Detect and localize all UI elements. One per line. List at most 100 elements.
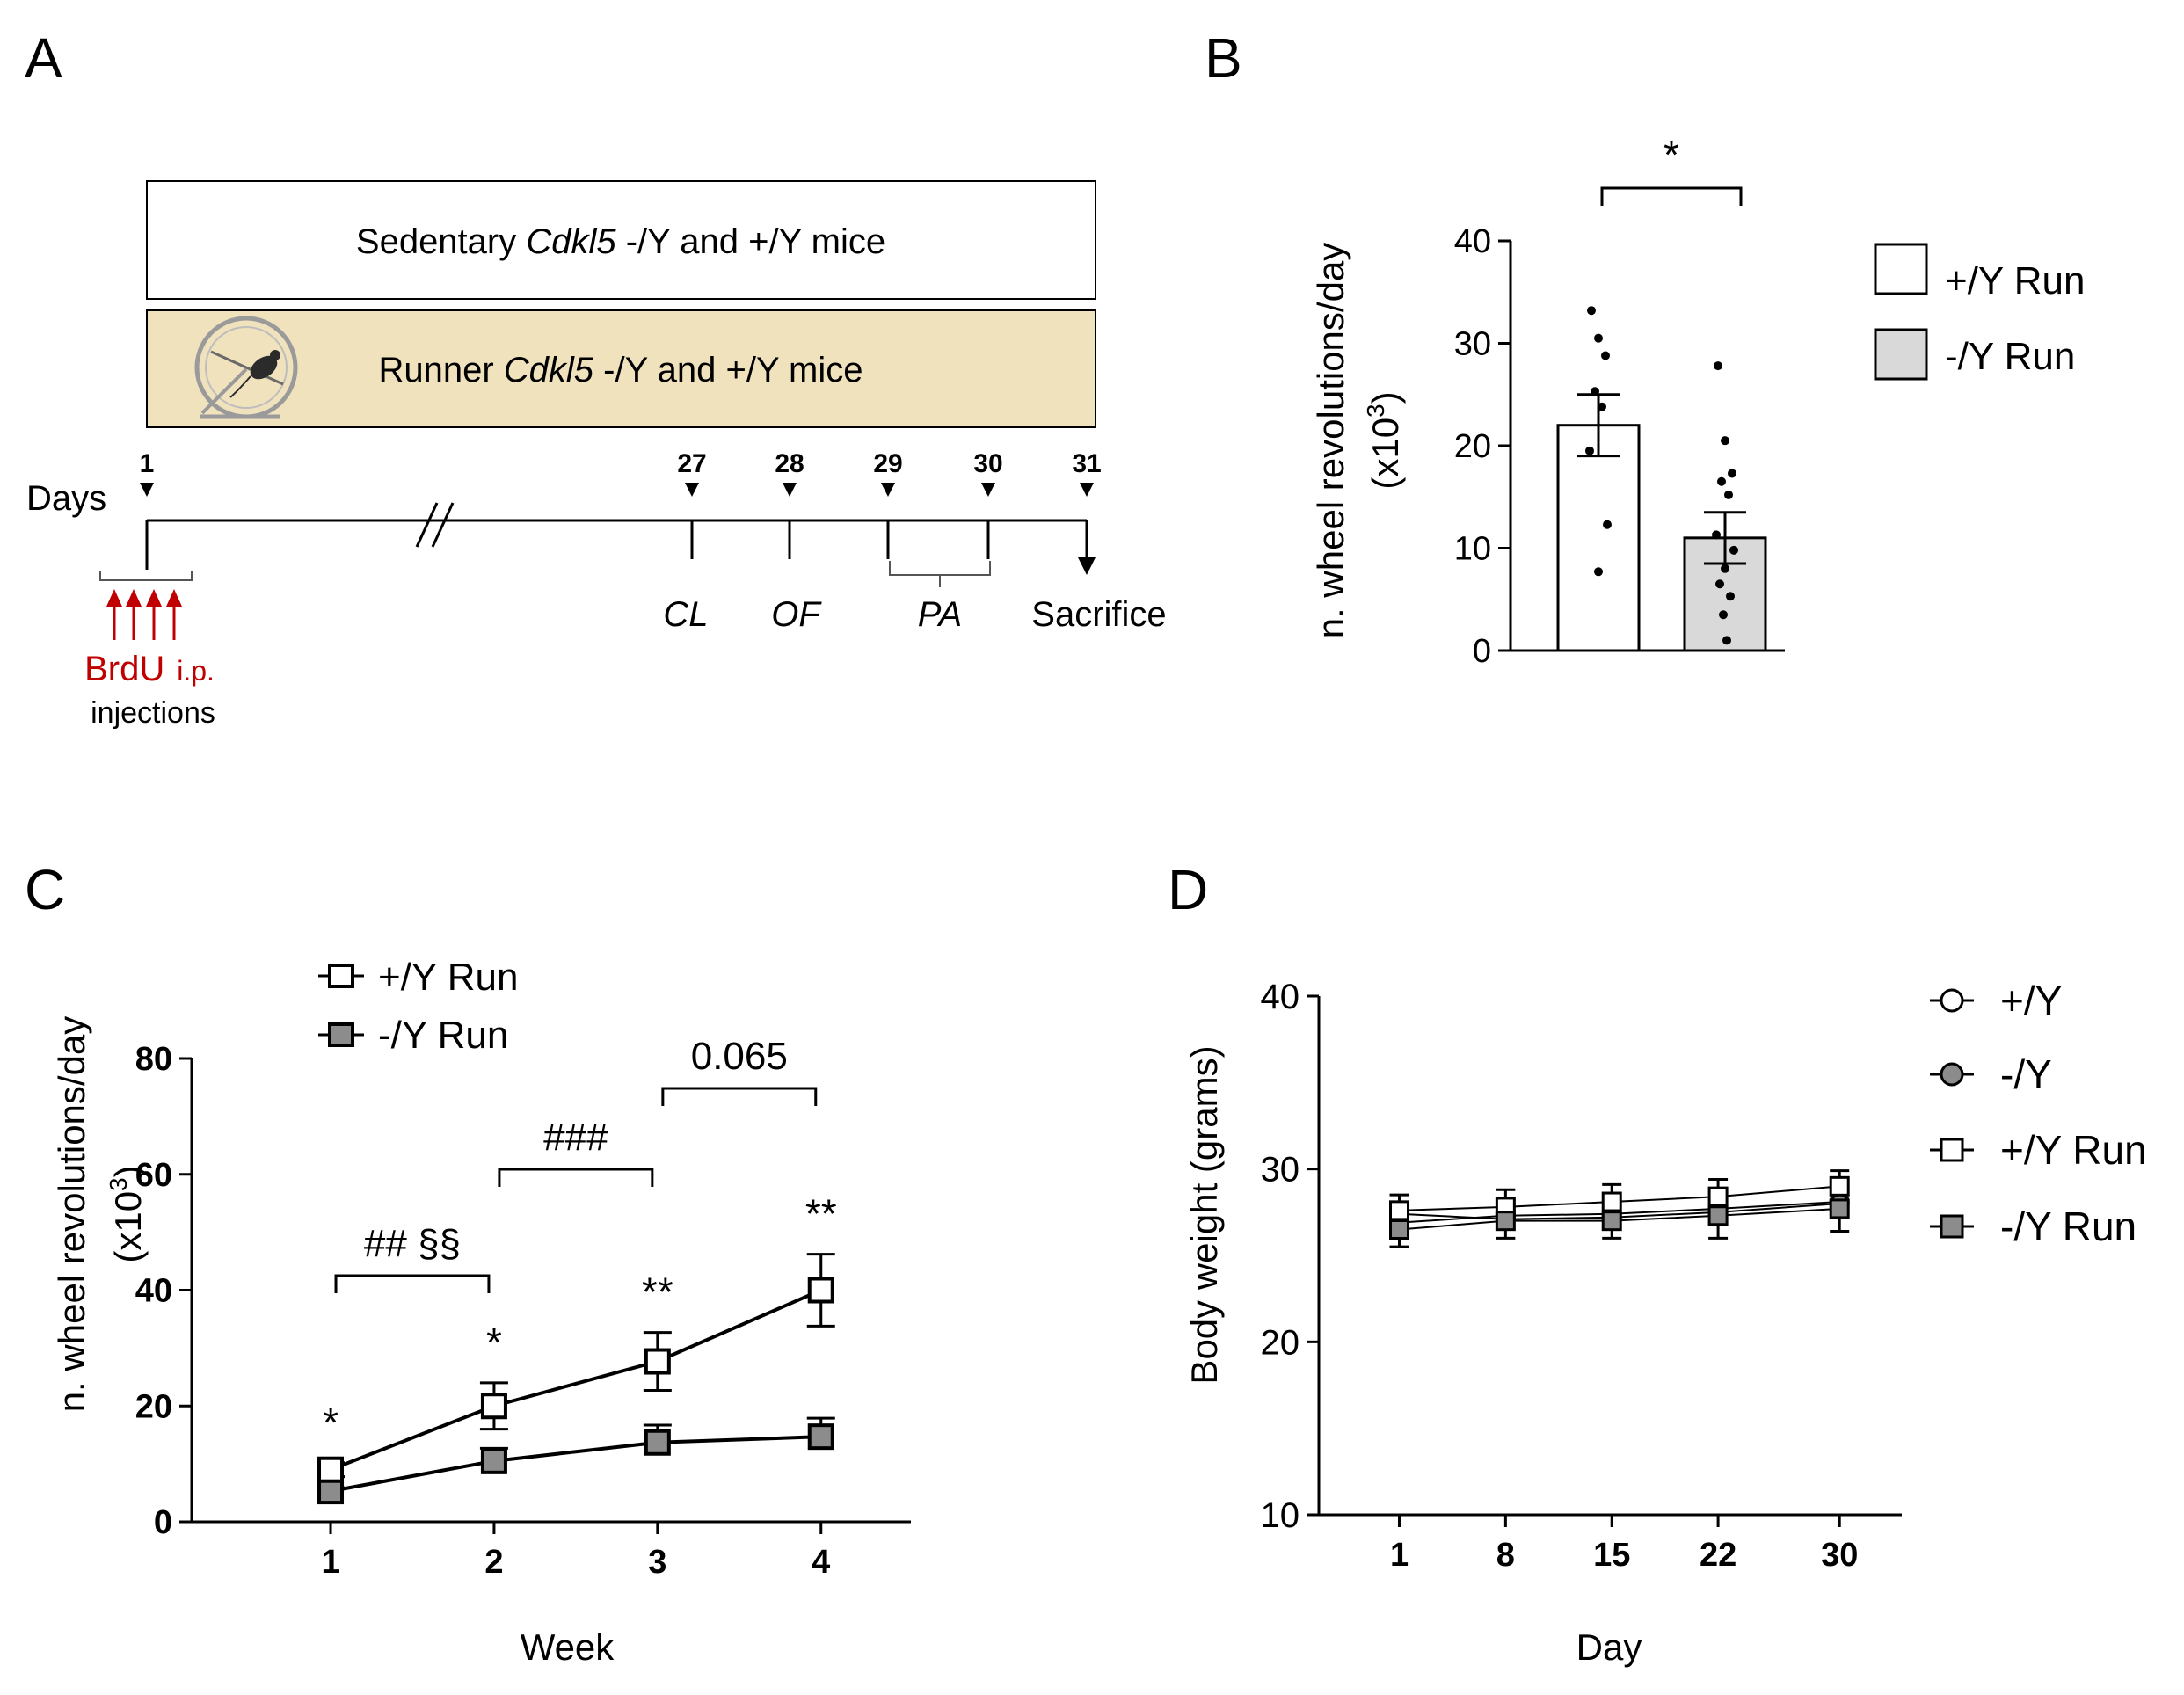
c-marker-0-3 (807, 1277, 834, 1304)
sedentary-suffix: -/Y and +/Y mice (616, 222, 885, 261)
c-bracket-1 (334, 1274, 491, 1293)
timeline-test-ticks (690, 520, 990, 559)
runner-label: Runner Cdkl5 -/Y and +/Y mice (378, 351, 863, 389)
sacrifice-arrow (1078, 520, 1096, 575)
day-marker-triangle-27 (685, 483, 699, 497)
d-marker-2-0 (1389, 1200, 1410, 1221)
d-marker-3-0 (1389, 1219, 1410, 1240)
b-ytick-label-10: 10 (1454, 531, 1491, 568)
c-marker-1-0 (317, 1478, 345, 1505)
brdu-injection-arrowhead-1 (106, 589, 122, 607)
d-ylabel: Body weight (grams) (1183, 1045, 1225, 1384)
b-ytick-label-30: 30 (1454, 326, 1491, 363)
c-bracket-label-1: ## §§ (364, 1222, 461, 1265)
runner-box (146, 309, 1096, 428)
d-legend-label-0: +/Y (2000, 978, 2062, 1023)
d-xtick-label-8: 8 (1496, 1537, 1515, 1574)
day-number-29: 29 (873, 449, 902, 478)
b-bar-wt-run (1556, 424, 1641, 652)
sedentary-prefix: Sedentary (356, 222, 526, 261)
panel-letter-c: C (25, 858, 65, 921)
b-point-0-0 (1587, 306, 1596, 316)
brdu-injection-arrowhead-2 (126, 589, 142, 607)
b-significance-bracket (1600, 186, 1743, 206)
d-marker-2-2 (1601, 1191, 1622, 1212)
brdu-bracket (99, 571, 193, 581)
days-label: Days (26, 479, 106, 518)
d-marker-3-4 (1829, 1198, 1850, 1219)
panel-c: C n. wheel revolutions/day (x103) Week 0… (25, 858, 911, 1668)
c-marker-1-1 (480, 1447, 507, 1474)
b-ylabel-main: n. wheel revolutions/day (1310, 243, 1351, 639)
d-xtick-label-1: 1 (1390, 1537, 1409, 1574)
brdu-injection-arrowhead-3 (146, 589, 162, 607)
b-point-1-10 (1719, 610, 1728, 620)
c-legend-label-wt: +/Y Run (378, 956, 518, 999)
c-xtick-label-4: 4 (812, 1544, 830, 1581)
b-point-0-7 (1594, 567, 1603, 577)
b-point-1-2 (1728, 469, 1736, 478)
day-markers: 1 27 28 29 30 31 (140, 449, 1102, 497)
b-ylabel-unit-post: ) (1365, 391, 1406, 404)
b-legend: +/Y Run -/Y Run (1874, 243, 2085, 381)
b-point-0-3 (1591, 387, 1599, 396)
day-number-27: 27 (677, 449, 706, 478)
c-point-star-3: ** (642, 1269, 673, 1315)
d-plot: 10 20 30 40 1 8 15 22 30 (1261, 978, 1902, 1574)
c-ylabel-unit-pre: (x10 (107, 1191, 149, 1263)
runner-prefix: Runner (378, 351, 503, 389)
c-legend-marker-ko (328, 1022, 354, 1047)
panel-letter-a: A (25, 26, 62, 90)
c-marker-1-3 (807, 1423, 834, 1451)
d-marker-3-2 (1601, 1211, 1622, 1232)
axis-break-icon (415, 502, 455, 548)
b-point-1-0 (1714, 361, 1722, 371)
d-marker-2-3 (1707, 1186, 1729, 1207)
c-xtick-label-3: 3 (648, 1544, 666, 1581)
d-marker-2-4 (1829, 1175, 1850, 1197)
sedentary-gene: Cdkl5 (526, 222, 616, 261)
c-ylabel-unit-sup: 3 (105, 1177, 132, 1191)
c-marker-0-0 (317, 1456, 345, 1483)
d-ytick-label-20: 20 (1261, 1323, 1300, 1362)
b-point-0-2 (1601, 351, 1610, 360)
b-point-0-5 (1585, 446, 1594, 455)
b-point-1-9 (1726, 592, 1735, 601)
d-xtick-label-30: 30 (1821, 1537, 1858, 1574)
test-label-cl: CL (663, 595, 708, 634)
c-ytick-label-60: 60 (135, 1157, 172, 1194)
b-legend-swatch-wt (1874, 243, 1928, 295)
panel-b: B n. wheel revolutions/day (x103) 0 10 20 3… (1205, 26, 2085, 670)
b-ylabel-unit-sup: 3 (1362, 404, 1389, 418)
c-marker-0-2 (644, 1348, 671, 1375)
day-number-28: 28 (775, 449, 804, 478)
d-legend-marker-0 (1940, 988, 1964, 1013)
day-number-30: 30 (973, 449, 1002, 478)
runner-suffix: -/Y and +/Y mice (593, 351, 863, 389)
d-xtick-label-22: 22 (1700, 1537, 1736, 1574)
d-xtick-label-15: 15 (1593, 1537, 1630, 1574)
brdu-label-line1: BrdU i.p. (84, 650, 215, 688)
b-point-0-1 (1594, 333, 1603, 343)
sedentary-box (146, 180, 1096, 300)
b-significance-star: * (1663, 132, 1679, 178)
c-point-star-2: * (486, 1320, 502, 1365)
c-legend-label-ko: -/Y Run (378, 1014, 508, 1057)
c-marker-0-1 (480, 1393, 507, 1420)
c-ytick-label-20: 20 (135, 1388, 172, 1425)
d-legend-marker-3 (1940, 1214, 1964, 1239)
runner-gene: Cdkl5 (504, 351, 594, 389)
d-ytick-label-40: 40 (1261, 978, 1300, 1016)
brdu-arrows (106, 589, 182, 640)
b-point-1-7 (1721, 564, 1729, 573)
panel-letter-d: D (1168, 858, 1208, 921)
c-point-star-4: ** (805, 1191, 837, 1237)
c-legend-marker-wt (328, 964, 354, 988)
b-point-1-11 (1722, 636, 1731, 645)
c-bracket-label-2: ### (543, 1116, 608, 1159)
c-xtick-label-1: 1 (321, 1544, 339, 1581)
day-marker-triangle-31 (1080, 483, 1094, 497)
d-legend-marker-1 (1940, 1062, 1964, 1087)
